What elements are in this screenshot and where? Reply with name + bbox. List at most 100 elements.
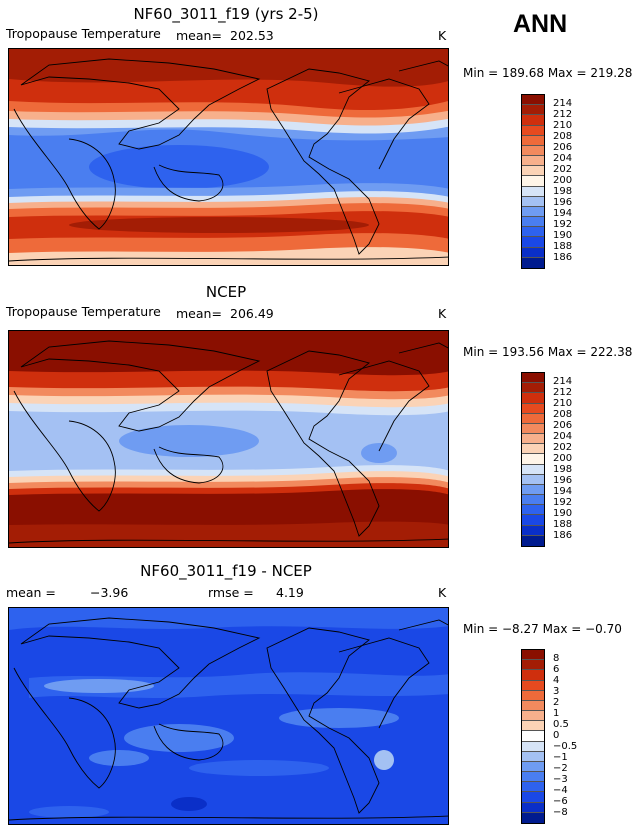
panel-3-tick: 0.5 <box>553 719 569 730</box>
panel-2-max-label: Max = <box>547 345 587 359</box>
panel-3-tick: 0 <box>553 730 560 741</box>
colorbar-swatch <box>522 495 544 506</box>
panel-2-mean-value: 206.49 <box>230 306 274 321</box>
colorbar-swatch <box>522 393 544 404</box>
colorbar-swatch <box>522 115 544 126</box>
colorbar-swatch <box>522 176 544 187</box>
colorbar-swatch <box>522 257 544 268</box>
panel-2-tick: 214 <box>553 376 573 387</box>
colorbar-swatch <box>522 690 544 701</box>
colorbar-swatch <box>522 196 544 207</box>
panel-1-tick: 190 <box>553 230 573 241</box>
panel-1-units: K <box>438 28 447 43</box>
panel-3-max-label: Max = <box>542 622 582 636</box>
colorbar-swatch <box>522 383 544 394</box>
colorbar-swatch <box>522 505 544 516</box>
colorbar-swatch <box>522 741 544 752</box>
panel-2-tick: 202 <box>553 442 573 453</box>
panel-3-max-value: −0.70 <box>585 622 622 636</box>
panel-1-tick: 206 <box>553 142 573 153</box>
panel-1-max-label: Max = <box>547 66 587 80</box>
colorbar-swatch <box>522 237 544 248</box>
colorbar-swatch <box>522 650 544 661</box>
panel-3-map <box>8 607 449 825</box>
panel-2-tick: 200 <box>553 453 573 464</box>
panel-3-tick: −8 <box>553 807 568 818</box>
colorbar-swatch <box>522 792 544 803</box>
colorbar-swatch <box>522 535 544 546</box>
colorbar-swatch <box>522 105 544 116</box>
panel-1-variable: Tropopause Temperature <box>6 26 161 41</box>
panel-2-tick: 190 <box>553 508 573 519</box>
panel-1-tick: 188 <box>553 241 573 252</box>
panel-3-tick: −0.5 <box>553 741 578 752</box>
panel-3-tick: 1 <box>553 708 560 719</box>
panel-2-min-label: Min = <box>463 345 499 359</box>
panel-1-tick: 192 <box>553 219 573 230</box>
colorbar-swatch <box>522 711 544 722</box>
panel-2-tick: 204 <box>553 431 573 442</box>
panel-2-tick: 210 <box>553 398 573 409</box>
colorbar-swatch <box>522 670 544 681</box>
colorbar-swatch <box>522 772 544 783</box>
panel-2-tick: 208 <box>553 409 573 420</box>
colorbar-swatch <box>522 423 544 435</box>
colorbar-swatch <box>522 525 544 536</box>
colorbar-swatch <box>522 454 544 465</box>
panel-3-title: NF60_3011_f19 - NCEP <box>140 562 312 580</box>
colorbar-swatch <box>522 413 544 424</box>
colorbar-swatch <box>522 721 544 732</box>
colorbar-swatch <box>522 782 544 793</box>
colorbar-swatch <box>522 731 544 742</box>
panel-1-min-label: Min = <box>463 66 499 80</box>
panel-1-tick: 212 <box>553 109 573 120</box>
colorbar-swatch <box>522 444 544 455</box>
panel-3-tick: 2 <box>553 697 560 708</box>
panel-3-tick: −2 <box>553 763 568 774</box>
panel-1-tick: 196 <box>553 197 573 208</box>
panel-1-mean-value: 202.53 <box>230 28 274 43</box>
colorbar-swatch <box>522 761 544 773</box>
panel-2-units: K <box>438 306 447 321</box>
panel-2-max-value: 222.38 <box>590 345 633 359</box>
panel-1-tick: 200 <box>553 175 573 186</box>
colorbar-swatch <box>522 125 544 136</box>
panel-3-colorbar <box>521 649 545 824</box>
colorbar-swatch <box>522 434 544 445</box>
panel-3-rmse-value: 4.19 <box>276 585 304 600</box>
panel-1-max-value: 219.28 <box>590 66 633 80</box>
colorbar-swatch <box>522 95 544 106</box>
colorbar-swatch <box>522 135 544 146</box>
panel-1-colorbar <box>521 94 545 269</box>
panel-1-tick: 202 <box>553 164 573 175</box>
colorbar-swatch <box>522 474 544 485</box>
panel-2-variable: Tropopause Temperature <box>6 304 161 319</box>
panel-2-colorbar <box>521 372 545 547</box>
panel-2-tick: 186 <box>553 530 573 541</box>
panel-3-mean-label: mean = <box>6 585 56 600</box>
colorbar-swatch <box>522 802 544 813</box>
colorbar-swatch <box>522 515 544 526</box>
panel-2-tick: 188 <box>553 519 573 530</box>
panel-1-title: NF60_3011_f19 (yrs 2-5) <box>133 5 319 23</box>
colorbar-swatch <box>522 812 544 823</box>
panel-2-title: NCEP <box>205 283 247 301</box>
colorbar-swatch <box>522 700 544 712</box>
panel-1-tick: 210 <box>553 120 573 131</box>
panel-3-rmse-label: rmse = <box>208 585 254 600</box>
panel-2-tick: 194 <box>553 486 573 497</box>
panel-3-tick: 3 <box>553 686 560 697</box>
panel-1-mean-label: mean= <box>176 28 222 43</box>
panel-1-tick: 214 <box>553 98 573 109</box>
panel-3-units: K <box>438 585 447 600</box>
colorbar-swatch <box>522 227 544 238</box>
colorbar-swatch <box>522 247 544 258</box>
panel-3-tick: −4 <box>553 785 568 796</box>
panel-3-tick: −3 <box>553 774 568 785</box>
panel-1-tick: 186 <box>553 252 573 263</box>
panel-1-map <box>8 48 449 266</box>
panel-3-tick: 8 <box>553 653 560 664</box>
panel-2-tick: 198 <box>553 464 573 475</box>
panel-1-tick: 198 <box>553 186 573 197</box>
panel-1-tick: 194 <box>553 208 573 219</box>
